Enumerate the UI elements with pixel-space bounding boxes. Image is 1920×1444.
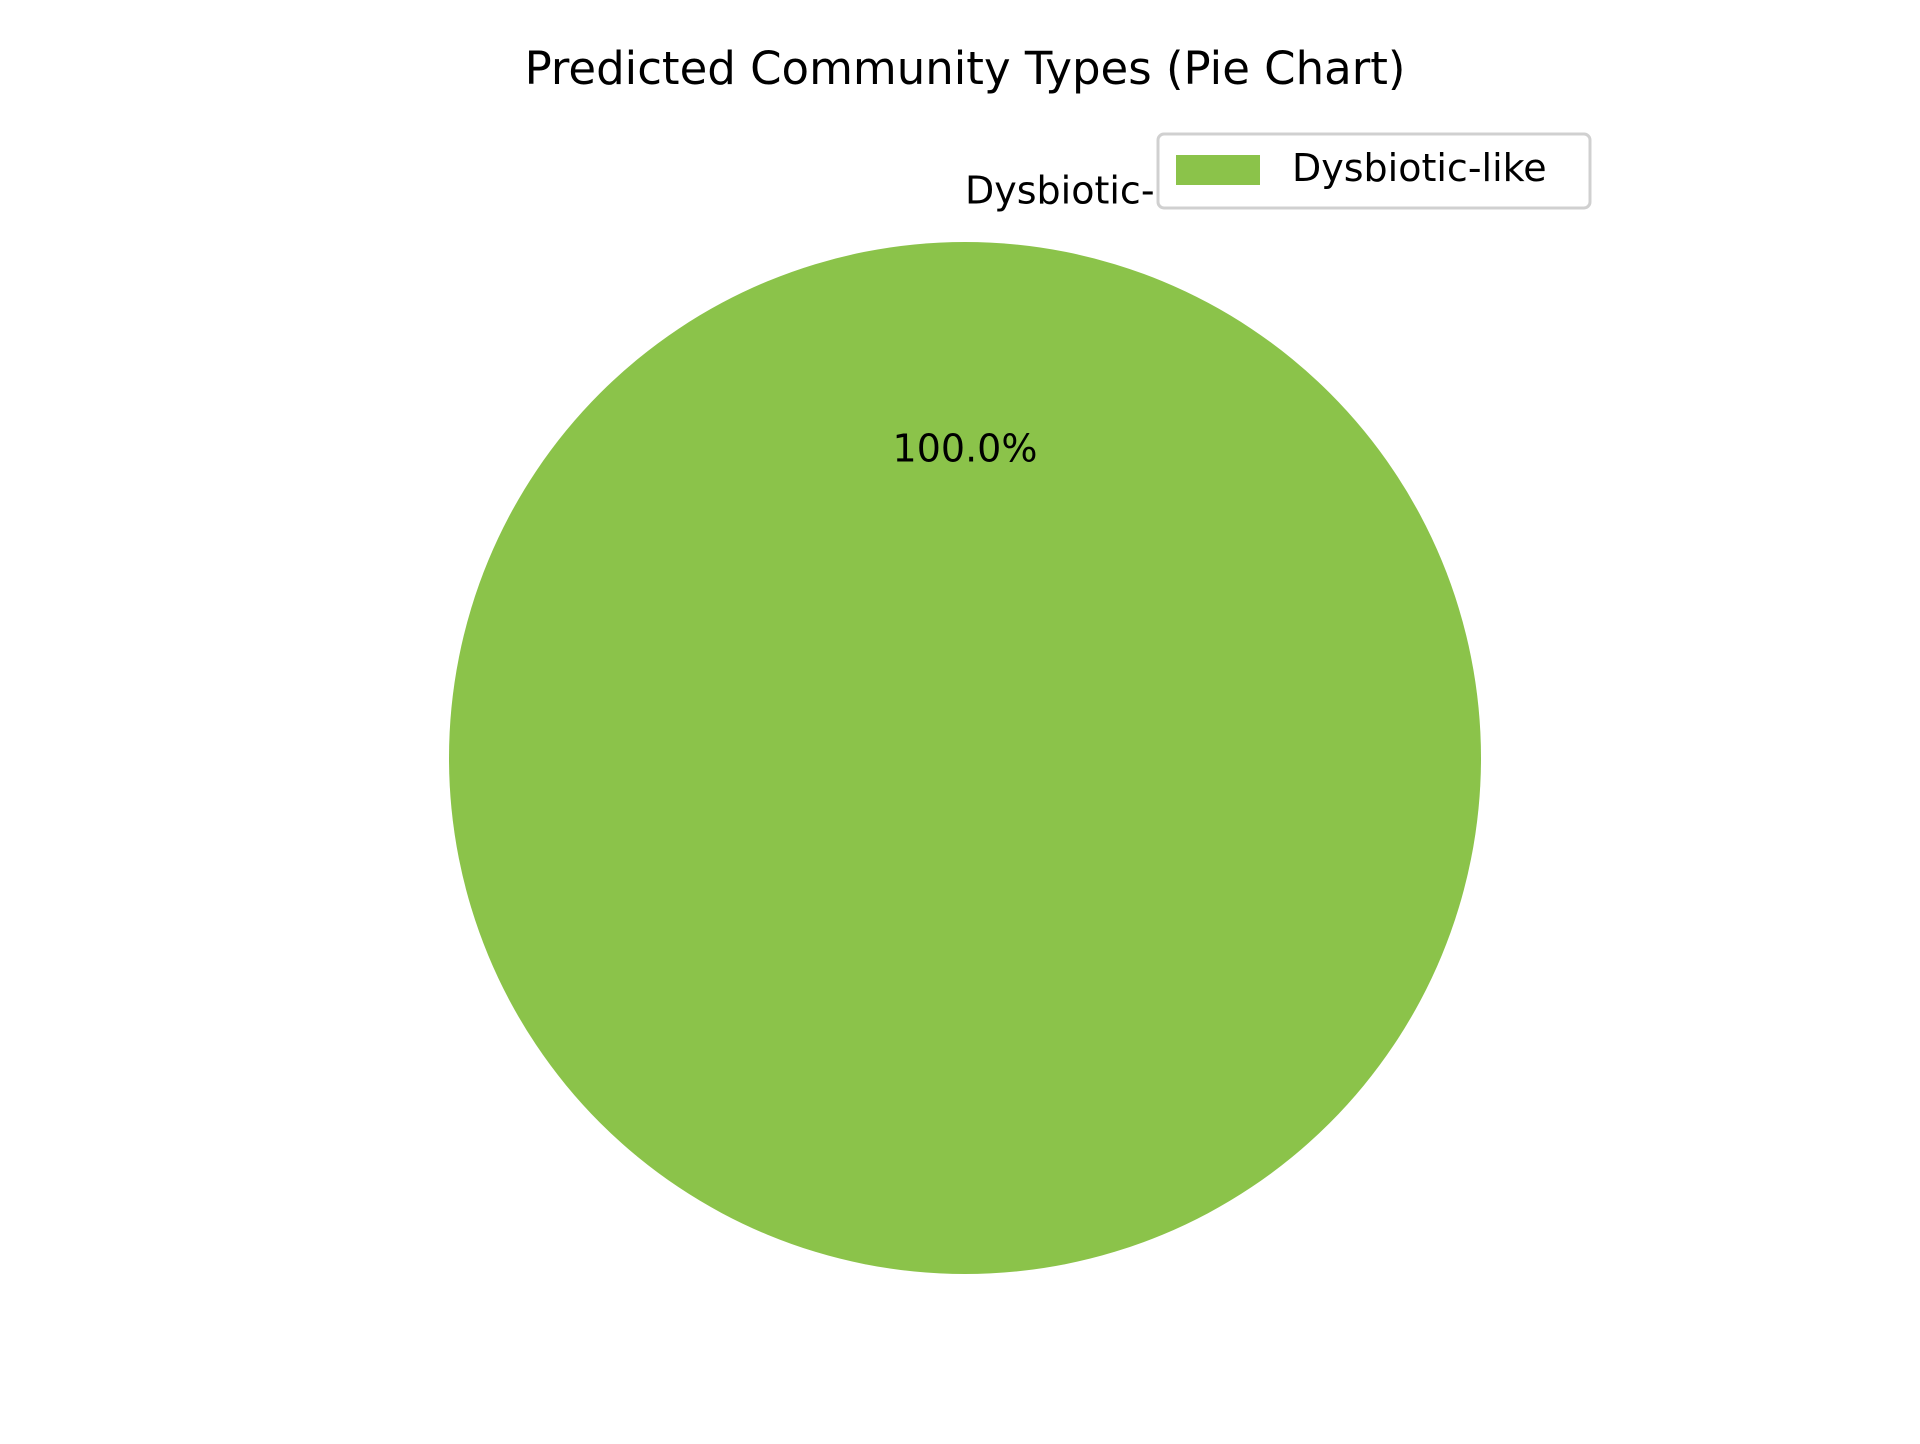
pie-slices	[449, 242, 1481, 1274]
legend-entry-label: Dysbiotic-like	[1292, 146, 1547, 190]
chart-title: Predicted Community Types (Pie Chart)	[525, 42, 1406, 95]
slice-percent-label: 100.0%	[893, 426, 1038, 470]
pie-slice	[449, 242, 1481, 1274]
legend: Dysbiotic-like	[1156, 132, 1592, 210]
legend-swatch	[1176, 155, 1260, 185]
legend-frame	[1156, 132, 1592, 210]
